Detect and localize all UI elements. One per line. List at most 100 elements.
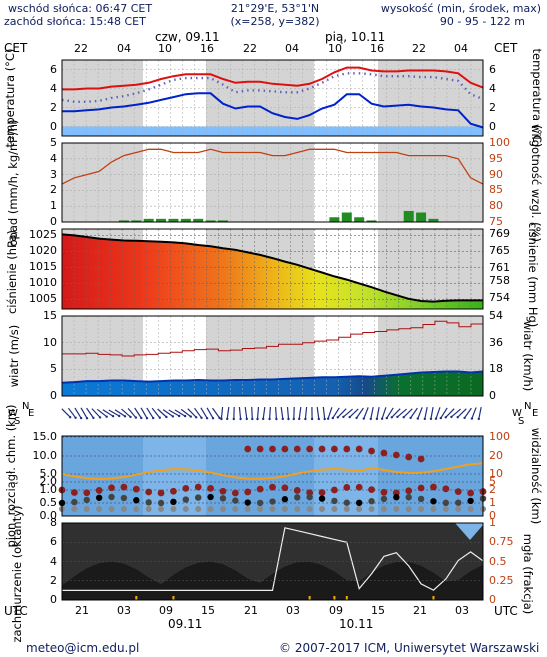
tick-label: 2 — [489, 100, 496, 114]
wind-direction-arrowhead — [396, 415, 399, 419]
tick-label: 4 — [50, 151, 57, 165]
tick-label: 0 — [50, 389, 57, 402]
top-hour: 10 — [158, 42, 172, 55]
cloudcover-axis-label: zachmurzenie (oktanty) — [10, 505, 24, 643]
tick-label: 100 — [489, 136, 510, 149]
bottom-hour: 21 — [413, 604, 427, 617]
wind-direction-arrowhead — [287, 417, 290, 421]
wind-direction-arrow — [140, 407, 148, 419]
wind-direction-arrow — [356, 407, 364, 419]
wind-direction-arrow — [440, 407, 448, 419]
tick-label: 54 — [489, 309, 503, 322]
wind-direction-arrowhead — [226, 417, 229, 421]
tick-label: 4 — [50, 81, 57, 95]
cloud-base-dot — [219, 506, 226, 512]
tick-label: 765 — [489, 244, 510, 258]
bottom-hour: 03 — [455, 604, 469, 617]
wind-direction-arrowhead — [317, 417, 320, 421]
compass-w-right: W — [512, 408, 522, 419]
cloud-base-dot — [158, 506, 165, 512]
wind-direction-arrow — [478, 406, 482, 420]
cloud-low-dot — [132, 485, 140, 493]
wind-direction-arrowhead — [158, 416, 161, 419]
wind-direction-arrow — [424, 406, 428, 420]
temp-max-line — [62, 66, 484, 91]
compass-s-right: S — [518, 416, 525, 427]
wind-direction-arrow — [162, 409, 174, 417]
tick-label: 2.0 — [39, 475, 58, 488]
pressure-frame — [61, 228, 484, 310]
cloud-mid-dot — [405, 494, 412, 501]
wind-direction-arrow — [108, 409, 120, 417]
cloud-low-dot — [231, 489, 239, 497]
copyright-text: © 2007-2017 ICM, Uniwersytet Warszawski — [279, 641, 540, 655]
wind-direction-arrowhead — [275, 417, 278, 421]
wind-direction-arrowhead — [218, 416, 221, 420]
wind-direction-arrowhead — [385, 416, 388, 420]
temp-frame — [61, 59, 484, 137]
tick-label: 5 — [489, 475, 496, 488]
wind-direction-arrow — [471, 407, 477, 419]
cloud-low-dot — [405, 487, 413, 495]
cloud-base-dot — [195, 506, 202, 512]
contact-email[interactable]: meteo@icm.edu.pl — [26, 641, 140, 655]
cloud-low-dot — [83, 489, 91, 497]
tick-label: 0 — [489, 509, 496, 522]
cloud-mid-dot — [108, 493, 115, 501]
cloud-mid-dot — [256, 499, 264, 507]
tick-label: 1010 — [29, 276, 57, 290]
wind-avg-line — [61, 370, 484, 384]
cloud-base-dot — [467, 506, 474, 512]
wind-direction-arrow — [86, 407, 94, 419]
wind-direction-arrow — [391, 408, 401, 418]
wind-direction-arrow — [322, 406, 326, 420]
cloud-low-dot — [108, 484, 115, 492]
wind-direction-arrowhead — [281, 417, 284, 421]
day2-label: pią, 10.11 — [325, 30, 386, 44]
wind-direction-arrow — [363, 407, 369, 419]
cloud-high-dot — [380, 449, 388, 457]
tick-label: 100 — [489, 430, 510, 443]
tick-label: 6 — [50, 62, 57, 76]
top-hour: 10 — [328, 42, 342, 55]
cloud-mid-dot — [294, 494, 301, 501]
tick-label: 0.25 — [489, 573, 514, 587]
wind-direction-arrowhead — [118, 414, 121, 418]
cloud-base-dot — [418, 506, 425, 512]
cloud-low-dot — [355, 483, 363, 491]
top-hour: 16 — [200, 42, 214, 55]
cloud-base-dot — [170, 506, 177, 512]
wind-direction-arrow — [127, 408, 137, 418]
cloud-high-dot — [331, 445, 338, 453]
wind-direction-arrowhead — [323, 417, 326, 421]
cloud-high-dot — [368, 447, 375, 455]
cloud-base-dot — [331, 506, 338, 512]
wind-direction-arrow — [349, 408, 359, 418]
temp-freezing-band — [62, 126, 483, 136]
visibility-line — [61, 462, 484, 481]
wind-direction-arrowhead — [134, 416, 138, 419]
tick-label: 95 — [489, 151, 503, 165]
wind-direction-arrowhead — [165, 415, 168, 419]
wind-direction-arrow — [280, 407, 284, 419]
elevation-values: 90 - 95 - 122 m — [439, 15, 525, 28]
precip-bar — [168, 218, 179, 222]
tick-label: 1025 — [29, 228, 57, 242]
cloud-low-dot — [219, 487, 227, 495]
wind-direction-arrowhead — [423, 417, 426, 421]
fog-bar — [432, 596, 435, 600]
tick-label: 1 — [50, 199, 57, 213]
wind-direction-arrow — [445, 408, 455, 418]
cloud-low-dot — [120, 483, 128, 491]
compass-n-right: N — [524, 401, 532, 412]
wind-direction-arrowhead — [239, 417, 242, 421]
wind-direction-arrow — [381, 407, 387, 419]
wind-direction-arrowhead — [189, 415, 192, 418]
cloud-high-dot — [405, 453, 413, 461]
wind-direction-arrowhead — [477, 417, 480, 421]
tz-right-top: CET — [494, 41, 518, 55]
fog-bar — [172, 596, 175, 600]
tick-label: 761 — [489, 261, 510, 275]
wind-direction-arrowhead — [183, 414, 187, 418]
wind-direction-arrowhead — [85, 417, 89, 420]
